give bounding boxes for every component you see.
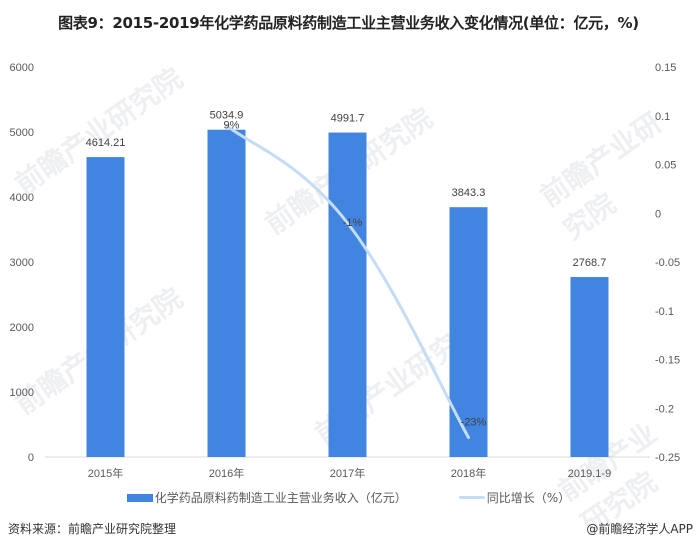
bar-value-label: 4614.21	[86, 137, 126, 149]
bar	[328, 132, 367, 458]
bar	[86, 157, 125, 457]
footer: 资料来源：前瞻产业研究院整理 @前瞻经济学人APP	[8, 520, 693, 537]
bar-swatch-icon	[126, 493, 153, 502]
left-axis-tick: 0	[28, 452, 34, 464]
line-swatch-icon	[458, 496, 485, 499]
left-axis-tick: 2000	[10, 322, 34, 334]
line-value-label: -1%	[343, 217, 363, 229]
x-axis-tick: 2018年	[451, 466, 486, 480]
right-axis-tick: 0.05	[655, 160, 676, 172]
bar-value-label: 2768.7	[573, 257, 607, 269]
left-axis-tick: 1000	[10, 387, 34, 399]
line-value-label: 9%	[224, 120, 240, 132]
chart-legend: 化学药品原料药制造工业主营业务收入（亿元） 同比增长（%）	[0, 489, 697, 506]
legend-label-growth: 同比增长（%）	[486, 491, 571, 505]
right-axis-tick: 0.15	[655, 62, 676, 74]
legend-label-revenue: 化学药品原料药制造工业主营业务收入（亿元）	[154, 491, 407, 505]
right-axis-tick: -0.05	[655, 257, 680, 269]
bar-value-label: 5034.9	[210, 110, 244, 122]
left-axis-tick: 6000	[10, 62, 34, 74]
legend-item-growth: 同比增长（%）	[458, 489, 571, 506]
line-value-label: -23%	[461, 417, 487, 429]
right-axis-tick: -0.1	[655, 306, 674, 318]
x-axis-tick: 2017年	[330, 466, 365, 480]
right-axis-tick: -0.2	[655, 403, 674, 415]
bar-value-label: 4991.7	[331, 113, 365, 125]
right-axis-tick: -0.15	[655, 355, 680, 367]
left-axis-tick: 4000	[10, 192, 34, 204]
left-axis-tick: 3000	[10, 257, 34, 269]
bar-value-label: 3843.3	[452, 187, 486, 199]
right-axis-tick: 0	[655, 208, 661, 220]
chart-title: 图表9：2015-2019年化学药品原料药制造工业主营业务收入变化情况(单位：亿…	[58, 14, 639, 32]
source-note: 资料来源：前瞻产业研究院整理	[8, 522, 177, 536]
legend-item-revenue: 化学药品原料药制造工业主营业务收入（亿元）	[126, 489, 407, 506]
right-axis-tick: -0.25	[655, 452, 680, 464]
growth-line	[225, 124, 470, 439]
bar	[570, 277, 609, 457]
bar	[207, 129, 246, 457]
right-axis-tick: 0.1	[655, 111, 670, 123]
credit-note: @前瞻经济学人APP	[586, 522, 693, 536]
x-axis-tick: 2015年	[88, 466, 123, 480]
x-axis-tick: 2016年	[209, 466, 244, 480]
left-axis-tick: 5000	[10, 127, 34, 139]
x-axis-tick: 2019.1-9	[568, 468, 611, 480]
